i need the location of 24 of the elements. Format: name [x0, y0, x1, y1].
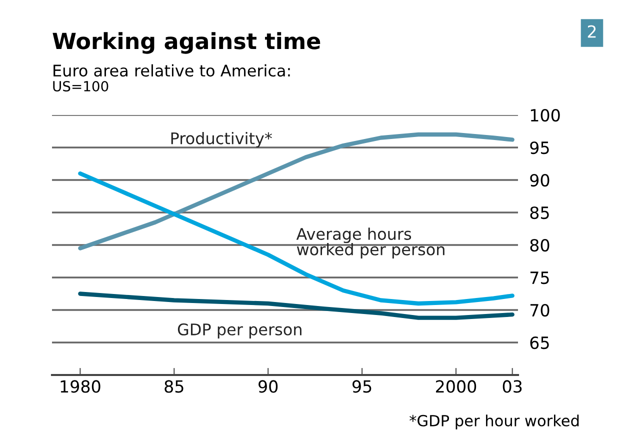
x-tick-label: 03 — [502, 380, 522, 393]
chart-subtitle: Euro area relative to America: — [54, 64, 290, 77]
text: *GDP per hour worked — [410, 414, 579, 430]
y-tick-label: 100 — [530, 108, 560, 122]
line-series — [78, 292, 514, 320]
y-axis-title: US=100 — [53, 81, 108, 92]
y-tick-label: 95 — [530, 141, 549, 154]
series-label: Productivity* — [171, 132, 272, 148]
series-label: Average hours worked per person — [296, 228, 444, 259]
y-tick-label: 80 — [530, 238, 550, 252]
y-tick-label: 65 — [530, 336, 549, 350]
x-tick-label: 85 — [164, 380, 184, 393]
y-tick-label: 75 — [530, 272, 549, 284]
text: 2 — [588, 25, 596, 38]
series-label: GDP per person — [178, 323, 302, 339]
y-tick-label: 85 — [530, 206, 549, 220]
x-tick-label: 95 — [352, 380, 372, 393]
x-tick-label: 90 — [258, 380, 278, 393]
chart-title: Working against time — [52, 32, 320, 54]
line-series — [78, 171, 514, 306]
y-tick-label: 90 — [530, 174, 550, 187]
x-tick-label: 1980 — [60, 380, 100, 393]
x-tick-label: 2000 — [436, 380, 476, 393]
y-tick-label: 70 — [530, 304, 550, 317]
